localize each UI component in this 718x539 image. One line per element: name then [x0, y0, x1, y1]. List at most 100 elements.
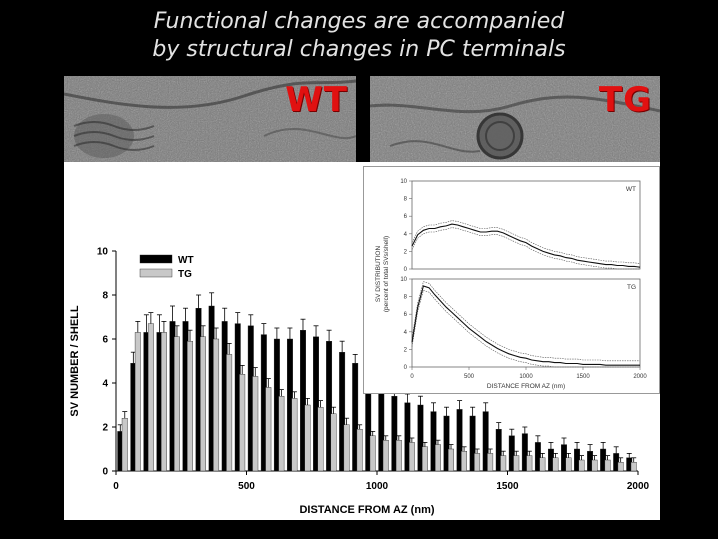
bar: [252, 376, 259, 472]
bar: [500, 455, 507, 472]
inset-series-line: [411, 285, 640, 366]
inset-x-tick-label: 500: [464, 374, 475, 380]
bar: [474, 453, 481, 472]
y-tick-label: 10: [97, 247, 109, 258]
legend-label-wt: WT: [178, 255, 194, 266]
inset-x-tick-label: 1500: [576, 374, 590, 380]
bar: [291, 398, 298, 472]
bar: [391, 395, 398, 472]
inset-y-tick-label: 2: [404, 249, 408, 255]
bar: [213, 338, 220, 472]
inset-y-tick-label: 6: [404, 214, 408, 220]
x-tick-label: 500: [238, 481, 255, 492]
inset-y-tick-label: 6: [404, 312, 408, 318]
inset-lower-band: [411, 290, 640, 368]
inset-panel-label: WT: [626, 186, 636, 193]
bar: [200, 336, 207, 472]
inset-series-line: [411, 223, 641, 268]
x-tick-label: 1500: [496, 481, 519, 492]
bar: [448, 448, 454, 472]
bar: [147, 323, 154, 472]
series-tg: [121, 312, 637, 472]
bar: [435, 444, 441, 472]
inset-x-tick-label: 2000: [633, 374, 647, 380]
bar: [326, 340, 333, 472]
inset-panel-tg: 0 2 4 6 8 10 TG: [400, 277, 641, 371]
inset-x-axis-label: DISTANCE FROM AZ (nm): [487, 383, 565, 390]
legend-label-tg: TG: [178, 269, 192, 280]
inset-panel-label: TG: [627, 284, 636, 291]
inset-x-tick-label: 1000: [519, 374, 533, 380]
inset-chart: 0 2 4 6 8 10 WT 0 2 4 6 8 10 TG 0 500 1000 1500 2000 DISTAN…: [363, 166, 660, 394]
inset-y-tick-label: 8: [404, 295, 408, 301]
bar: [487, 453, 494, 472]
bar: [408, 442, 415, 472]
inset-y-axis-label: SV DISTRIBUTION: [375, 246, 382, 303]
x-axis-label: DISTANCE FROM AZ (nm): [299, 504, 434, 516]
series-wt: [117, 292, 633, 472]
bar: [278, 395, 285, 472]
bar: [461, 451, 468, 472]
bar: [421, 446, 428, 472]
inset-y-tick-label: 4: [404, 330, 408, 336]
y-tick-label: 6: [102, 335, 108, 346]
bar: [369, 435, 376, 472]
inset-y-tick-label: 2: [404, 347, 408, 353]
inset-x-tick-label: 0: [410, 374, 414, 380]
legend-swatch-tg: [139, 268, 173, 278]
y-tick-label: 8: [102, 291, 108, 302]
inset-y-axis-sublabel: (percent of total SVs/shell): [383, 236, 390, 312]
y-tick-label: 4: [102, 379, 108, 390]
slide-title-line2: by structural changes in PC terminals: [152, 37, 566, 62]
slide-title-line1: Functional changes are accompanied: [153, 9, 565, 34]
bar: [239, 373, 246, 472]
bar: [565, 457, 572, 472]
bar: [304, 404, 311, 472]
bar: [265, 387, 272, 472]
bar: [513, 455, 520, 472]
bar: [356, 429, 363, 472]
bar: [134, 332, 141, 472]
inset-upper-band: [411, 281, 640, 362]
bar: [604, 459, 611, 472]
bar: [395, 440, 402, 472]
bar: [617, 462, 624, 472]
bar: [187, 340, 193, 472]
y-axis-label: SV NUMBER / SHELL: [69, 305, 81, 417]
bar: [121, 418, 128, 472]
inset-y-tick-label: 0: [404, 365, 408, 371]
inset-frame: [411, 180, 641, 270]
x-tick-label: 0: [113, 481, 119, 492]
bar: [343, 424, 350, 472]
inset-line-chart: 0 2 4 6 8 10 WT 0 2 4 6 8 10 TG 0 500 1000 1500 2000 DISTAN…: [375, 179, 647, 390]
bar: [330, 413, 337, 472]
bar: [300, 329, 306, 472]
bar: [539, 457, 546, 472]
em-texture-wt: [64, 76, 356, 162]
em-image-tg: TG: [370, 76, 660, 162]
inset-lower-band: [411, 227, 640, 270]
bar: [160, 332, 167, 472]
y-tick-label: 0: [102, 467, 108, 478]
bar: [317, 406, 324, 472]
em-texture-tg: [370, 76, 660, 162]
inset-panel-wt: 0 2 4 6 8 10 WT: [400, 179, 641, 273]
inset-y-tick-label: 10: [400, 277, 407, 283]
bar: [630, 462, 637, 472]
bar: [591, 459, 598, 472]
legend-swatch-wt: [139, 254, 173, 264]
x-tick-label: 1000: [366, 481, 389, 492]
bar: [552, 457, 559, 472]
inset-y-tick-label: 0: [404, 267, 408, 273]
bar: [526, 455, 533, 472]
bar: [226, 354, 233, 472]
x-tick-label: 2000: [627, 481, 650, 492]
em-image-wt: WT: [64, 76, 356, 162]
bar: [339, 351, 346, 472]
em-label-wt: WT: [285, 80, 348, 120]
bar: [578, 459, 585, 472]
bar: [174, 336, 180, 472]
inset-y-tick-label: 8: [404, 197, 408, 203]
em-label-tg: TG: [598, 80, 652, 120]
